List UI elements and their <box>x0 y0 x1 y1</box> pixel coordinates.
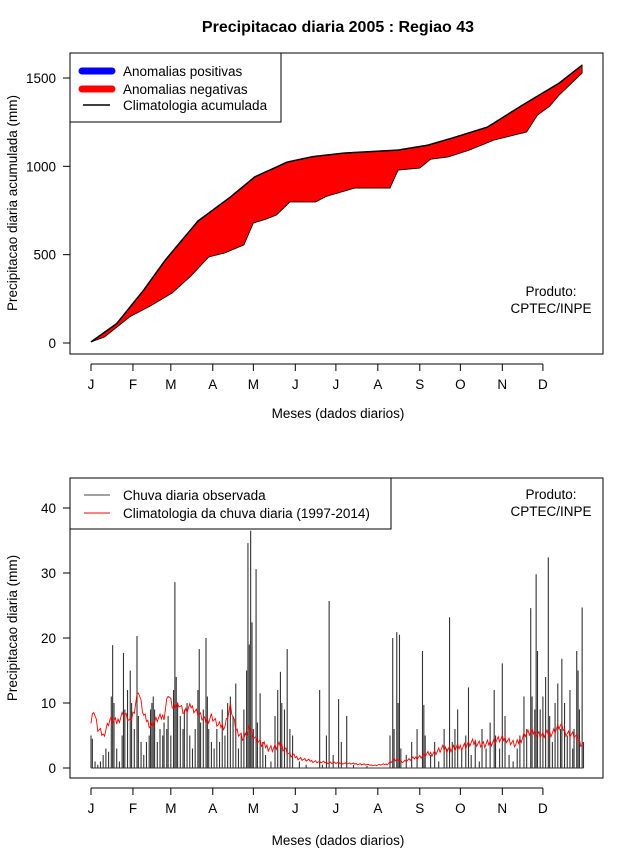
product-annotation: CPTEC/INPE <box>510 504 591 519</box>
x-tick-label: S <box>415 377 424 392</box>
x-axis-label: Meses (dados diarios) <box>272 406 405 421</box>
x-tick-label: A <box>208 801 217 816</box>
x-tick-label: J <box>88 377 95 392</box>
y-tick-label: 1000 <box>26 159 56 174</box>
y-tick-label: 0 <box>48 336 56 351</box>
x-tick-label: J <box>333 377 340 392</box>
legend-label: Climatologia da chuva diaria (1997-2014) <box>123 506 370 521</box>
x-tick-label: M <box>165 377 176 392</box>
legend-label: Anomalias negativas <box>123 82 248 97</box>
x-tick-label: N <box>497 801 507 816</box>
y-tick-label: 20 <box>41 631 56 646</box>
x-tick-label: M <box>165 801 176 816</box>
x-tick-label: S <box>415 801 424 816</box>
y-tick-label: 500 <box>33 248 56 263</box>
legend-label: Climatologia acumulada <box>123 98 268 113</box>
cumulative-chart: 0 500 1000 1500 J F M A M J J A S O N D Meses (dados di… <box>5 52 604 421</box>
x-tick-label: D <box>538 801 548 816</box>
x-tick-label: J <box>333 801 340 816</box>
legend: Chuva diaria observada Climatologia da c… <box>69 477 392 530</box>
x-tick-label: D <box>538 377 548 392</box>
daily-chart: 0 10 20 30 40 J F M A M J J A S O N D Meses (dados diari… <box>5 477 604 848</box>
y-tick-label: 10 <box>41 696 56 711</box>
legend-label: Anomalias positivas <box>123 64 243 79</box>
x-tick-label: O <box>455 801 466 816</box>
y-tick-label: 30 <box>41 566 56 581</box>
x-tick-label: A <box>373 377 382 392</box>
y-tick-label: 40 <box>41 501 56 516</box>
y-axis-label: Precipitacao diaria acumulada (mm) <box>5 95 20 311</box>
x-tick-label: J <box>292 801 299 816</box>
x-axis-label: Meses (dados diarios) <box>272 833 405 848</box>
legend: Anomalias positivas Anomalias negativas … <box>69 52 282 123</box>
x-tick-label: N <box>497 377 507 392</box>
x-tick-label: A <box>208 377 217 392</box>
chart-title: Precipitacao diaria 2005 : Regiao 43 <box>202 19 474 36</box>
climatology-cumulative-line <box>90 64 583 343</box>
x-tick-label: J <box>88 801 95 816</box>
y-axis-label: Precipitacao diaria (mm) <box>5 555 20 701</box>
x-tick-label: O <box>455 377 466 392</box>
x-tick-label: A <box>373 801 382 816</box>
y-tick-label: 1500 <box>26 71 56 86</box>
legend-label: Chuva diaria observada <box>123 488 266 503</box>
daily-climatology-line <box>90 692 584 767</box>
x-tick-label: J <box>292 377 299 392</box>
x-tick-label: F <box>129 801 137 816</box>
x-tick-label: M <box>248 377 259 392</box>
y-tick-label: 0 <box>48 761 56 776</box>
x-tick-label: F <box>129 377 137 392</box>
product-annotation: CPTEC/INPE <box>510 301 591 316</box>
product-annotation: Produto: <box>525 487 576 502</box>
product-annotation: Produto: <box>525 284 576 299</box>
x-tick-label: M <box>248 801 259 816</box>
